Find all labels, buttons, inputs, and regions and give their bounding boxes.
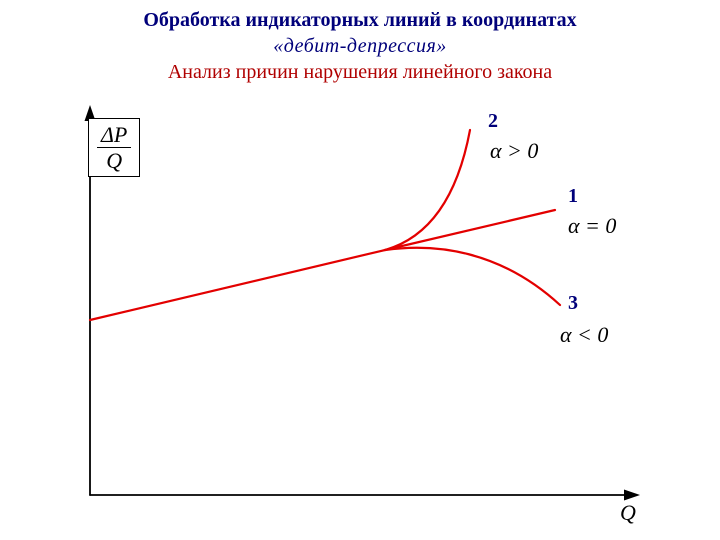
curve-number-3: 3 xyxy=(568,292,578,315)
chart-svg xyxy=(60,100,660,530)
alpha-label-1: α = 0 xyxy=(568,213,616,239)
curve-number-2: 2 xyxy=(488,110,498,133)
y-axis-label: ΔP Q xyxy=(88,118,140,177)
title-line-3: Анализ причин нарушения линейного закона xyxy=(0,60,720,85)
curve-number-1: 1 xyxy=(568,185,578,208)
title-line-1: Обработка индикаторных линий в координат… xyxy=(0,8,720,33)
page: Обработка индикаторных линий в координат… xyxy=(0,0,720,540)
chart-area: ΔP Q Q 2 α > 0 1 α = 0 3 α < 0 xyxy=(60,100,660,530)
title-line-2: «дебит‑депрессия» xyxy=(0,34,720,59)
y-axis-denominator: Q xyxy=(97,148,131,172)
x-axis-label: Q xyxy=(620,500,636,526)
alpha-label-3: α < 0 xyxy=(560,322,608,348)
alpha-label-2: α > 0 xyxy=(490,138,538,164)
y-axis-numerator: ΔP xyxy=(97,123,131,148)
